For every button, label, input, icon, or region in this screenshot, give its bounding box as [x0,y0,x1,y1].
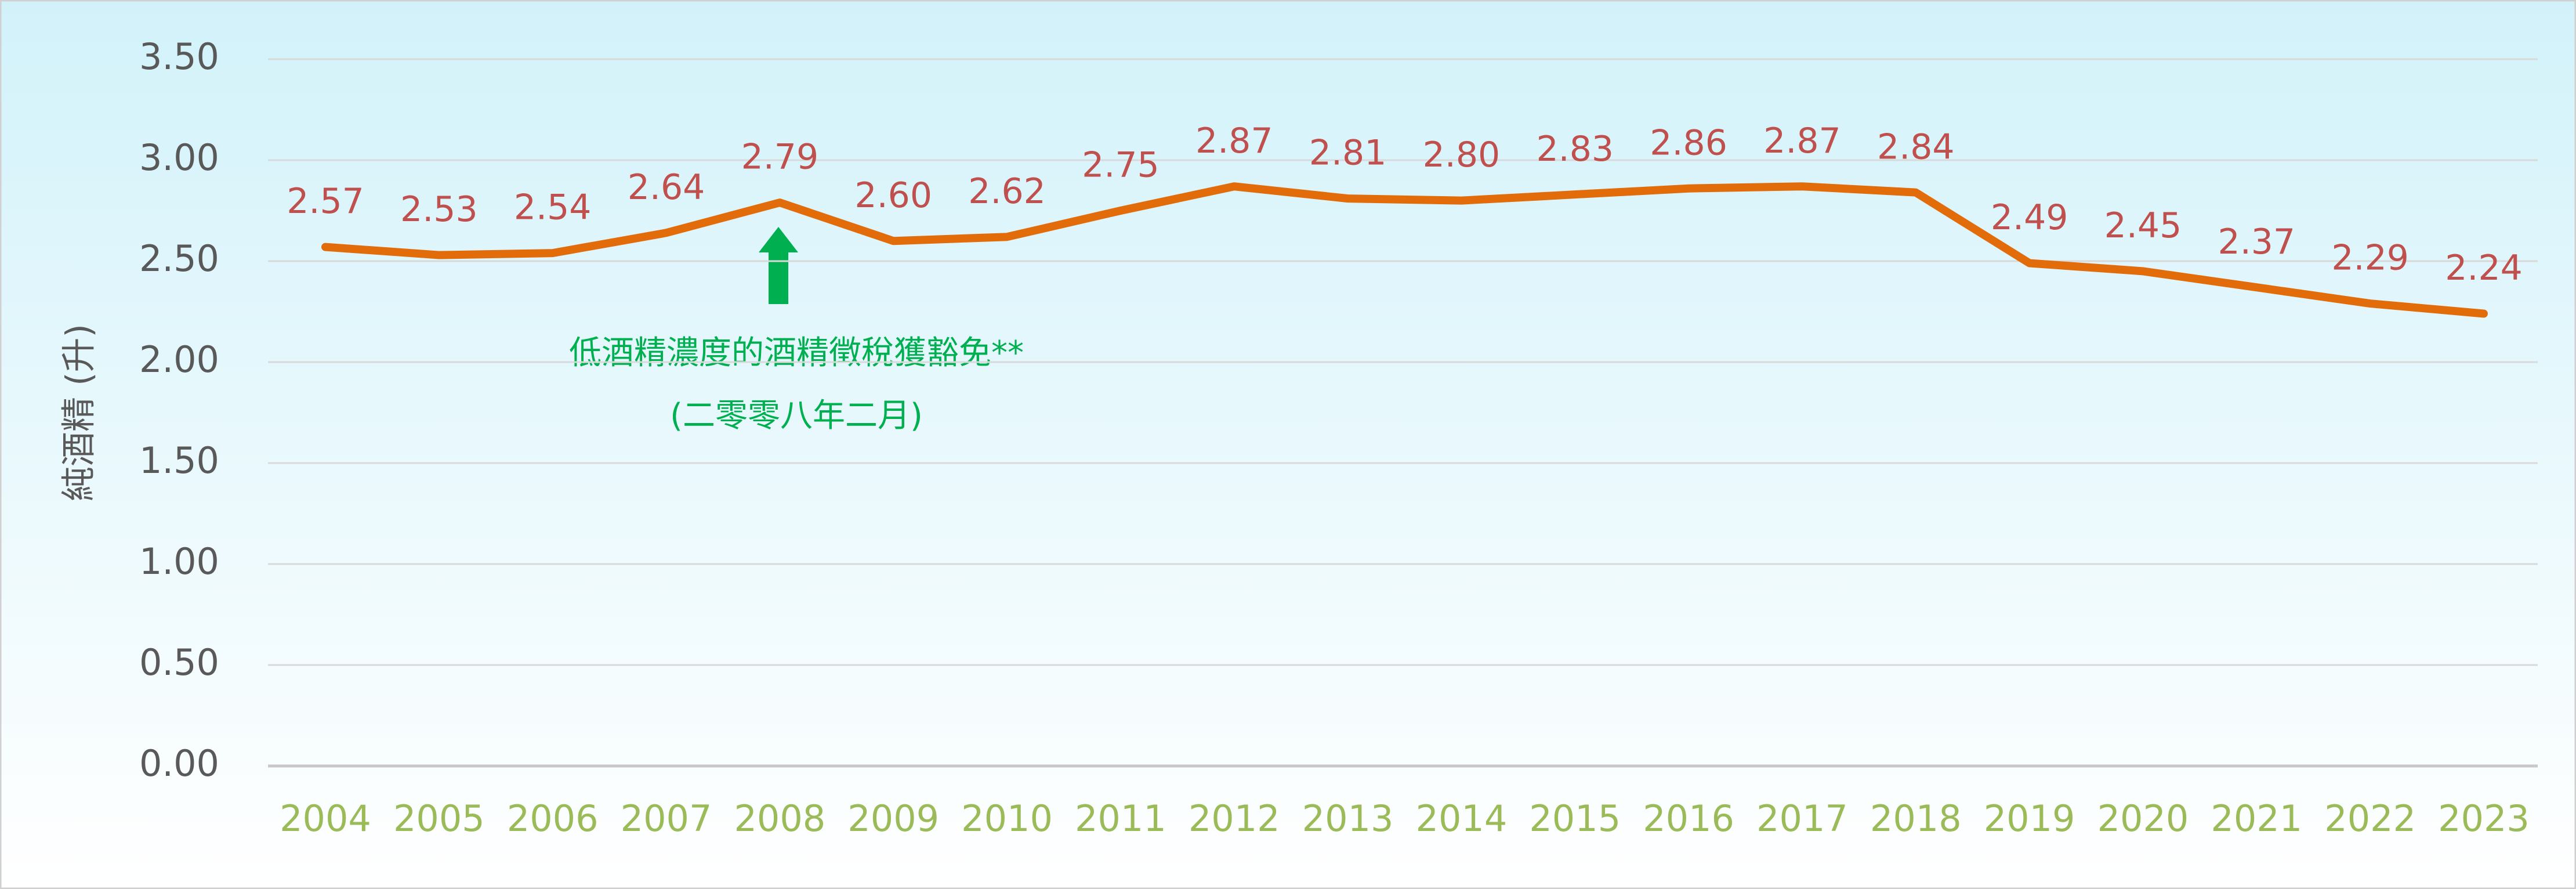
data-label: 2.57 [287,181,364,222]
data-label: 2.83 [1536,129,1614,169]
x-tick-label: 2008 [734,797,825,840]
data-label: 2.80 [1423,135,1501,175]
data-label: 2.53 [400,189,478,230]
y-tick-label: 2.50 [139,237,219,280]
x-tick-label: 2007 [621,797,712,840]
data-label: 2.60 [854,175,932,216]
data-label: 2.86 [1650,122,1727,163]
x-tick-label: 2016 [1643,797,1734,840]
x-tick-label: 2017 [1756,797,1848,840]
data-label: 2.84 [1877,127,1955,167]
x-tick-label: 2022 [2324,797,2416,840]
data-label: 2.75 [1082,145,1160,186]
data-label: 2.79 [741,137,819,178]
data-label: 2.37 [2218,222,2296,262]
data-label: 2.64 [628,167,705,208]
arrow [759,227,798,304]
x-tick-label: 2009 [847,797,939,840]
x-tick-label: 2021 [2211,797,2302,840]
x-tick-label: 2006 [507,797,599,840]
y-tick-label: 0.00 [139,742,219,785]
x-tick-label: 2019 [1984,797,2075,840]
data-label: 2.24 [2445,248,2523,288]
x-tick-label: 2013 [1302,797,1394,840]
y-tick-label: 2.00 [139,338,219,381]
y-tick-label: 3.50 [139,35,219,78]
line [321,182,2488,318]
x-tick-label: 2023 [2438,797,2530,840]
annotation: 低酒精濃度的酒精徵稅獲豁免** [569,334,1024,372]
y-axis-label: 純酒精 (升) [59,324,100,501]
x-tick-label: 2012 [1189,797,1280,840]
y-tick-label: 1.50 [139,439,219,482]
data-label: 2.29 [2331,238,2409,279]
x-tick-label: 2018 [1870,797,1962,840]
x-tick-label: 2010 [961,797,1053,840]
x-tick-label: 2020 [2097,797,2189,840]
data-label: 2.45 [2104,205,2182,246]
y-tick-label: 0.50 [139,641,219,684]
annotation: (二零零八年二月) [670,397,923,435]
data-label: 2.49 [1991,197,2068,238]
y-tick-label: 1.00 [139,540,219,583]
data-label: 2.54 [514,187,592,228]
x-tick-label: 2011 [1075,797,1166,840]
y-tick-label: 3.00 [139,136,219,179]
x-tick-label: 2005 [393,797,485,840]
data-label: 2.81 [1309,133,1387,174]
x-tick-label: 2004 [280,797,371,840]
data-label: 2.87 [1195,121,1273,161]
data-label: 2.62 [968,171,1046,212]
x-tick-label: 2015 [1529,797,1621,840]
x-tick-label: 2014 [1416,797,1508,840]
data-label: 2.87 [1763,121,1841,161]
